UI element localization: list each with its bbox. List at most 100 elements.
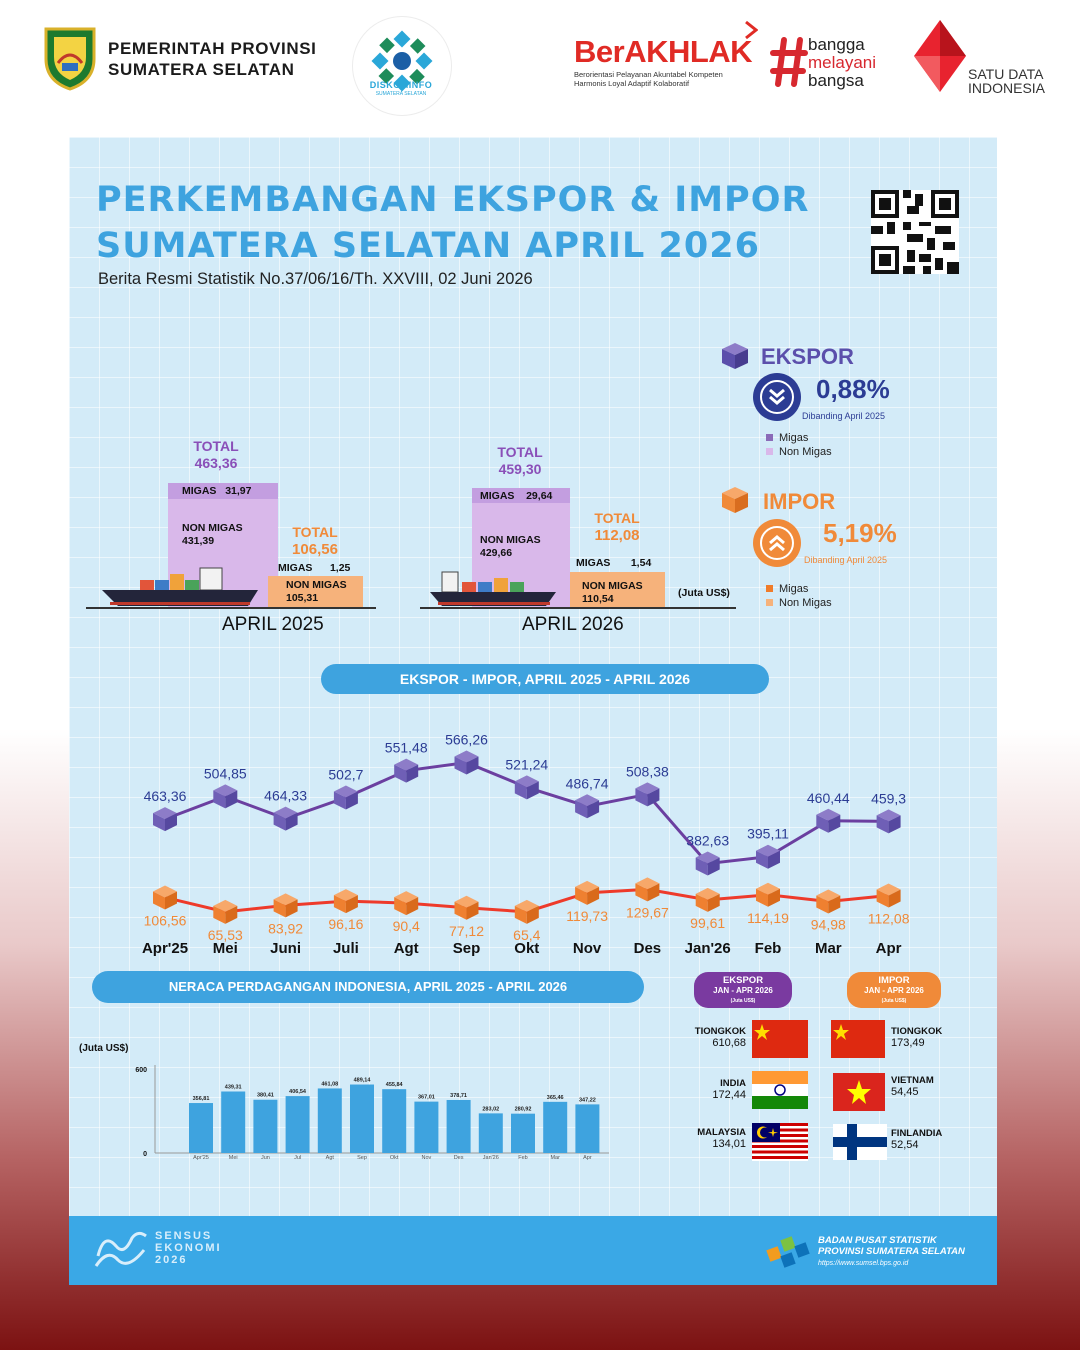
bar-2: [253, 1099, 278, 1153]
impor-tag-period: JAN - APR 2026: [864, 986, 924, 995]
cube-left: [876, 815, 889, 834]
cube-right: [285, 812, 298, 831]
ekspor-point-0: [153, 807, 177, 832]
baseline-2025: [86, 607, 376, 609]
cube-top: [153, 807, 177, 820]
provincial-emblem-logo: [44, 27, 96, 91]
bar-value-label-9: 283,02: [482, 1106, 499, 1112]
impor-tag-unit: (Juta US$): [881, 998, 907, 1004]
bar-category-label-2: Jun: [261, 1155, 270, 1161]
ekspor-point-9: [695, 851, 720, 876]
ekspor-2026-nonmigas-value: 429,66: [480, 547, 513, 559]
cube-right: [526, 781, 539, 800]
impor-2025-migas-value: 1,25: [329, 562, 351, 574]
cube-top: [876, 809, 901, 822]
gov-line-2: SUMATERA SELATAN: [108, 60, 295, 79]
ekspor-2025-migas-box: [168, 483, 278, 499]
ekspor-point-6: [514, 775, 539, 800]
month-label-5: Sep: [453, 940, 481, 957]
berakhlak-tagline-1: Berorientasi Pelayanan Akuntabel Kompete…: [574, 70, 723, 79]
cube-left: [876, 889, 889, 908]
cube-left: [695, 893, 708, 912]
cube-left: [575, 800, 588, 819]
berakhlak-chevron-icon: [745, 20, 758, 40]
neraca-bar-chart: (Juta US$) 600 0 356,81 Apr'25 439,31 Mei 380,4…: [79, 1043, 609, 1161]
bar-9: [478, 1113, 503, 1153]
bar-value-label-3: 406,54: [289, 1089, 307, 1095]
bar-category-label-9: Jan'26: [483, 1155, 499, 1161]
impor-2026-total-value: 112,08: [594, 527, 640, 544]
impor-point-1: [213, 899, 238, 924]
impor-point-4: [394, 891, 419, 916]
impor-point-10: [756, 882, 780, 907]
impor-2025-nonmigas-label: NON MIGAS 105,31: [286, 579, 347, 605]
cube-right: [165, 891, 177, 910]
impor-2026-migas-value: 1,54: [630, 557, 652, 569]
impor-2026-nonmigas-box: [570, 572, 665, 607]
cube-right: [345, 895, 358, 914]
qr-code-icon: [871, 190, 959, 274]
cube-right: [828, 814, 841, 833]
ekspor-point-3: [333, 785, 358, 810]
month-label-4: Agt: [394, 940, 419, 957]
cube-top: [695, 851, 720, 864]
ekspor-country-1: TIONGKOK 610,68: [680, 1026, 746, 1050]
cube-right: [587, 886, 600, 905]
impor-value-label-2: 83,92: [268, 920, 303, 936]
ekspor-2026-nonmigas-label: NON MIGAS 429,66: [480, 534, 541, 560]
ekspor-value-label-0: 463,36: [144, 788, 187, 804]
ekspor-point-1: [213, 784, 238, 809]
ekspor-value-label-10: 395,11: [747, 826, 789, 842]
diskominfo-logo: [352, 16, 452, 116]
impor-2025-total-value: 106,56: [292, 541, 338, 558]
bar-10: [511, 1113, 535, 1153]
country-name: FINLANDIA: [891, 1128, 943, 1139]
ekspor-point-4: [394, 758, 419, 783]
bar-12: [575, 1104, 600, 1153]
neraca-chart-title: NERACA PERDAGANGAN INDONESIA, APRIL 2025…: [92, 971, 644, 1003]
cube-right: [888, 889, 901, 908]
bar-category-label-7: Nov: [422, 1155, 432, 1161]
cargo-ship-icon: [102, 567, 258, 606]
bps-url: https://www.sumsel.bps.go.id: [818, 1260, 909, 1267]
impor-value-label-4: 90,4: [393, 918, 420, 934]
impor-value-label-8: 129,67: [626, 904, 669, 920]
ekspor-2025-migas-value: 31,97: [225, 485, 252, 497]
ekspor-value-label-4: 551,48: [385, 740, 428, 756]
sensus-ekonomi-text: SENSUS EKONOMI 2026: [155, 1230, 222, 1266]
cube-left: [816, 814, 829, 833]
malaysia-flag-icon: [752, 1123, 808, 1161]
cube-top: [394, 758, 419, 771]
bar-category-label-3: Jul: [294, 1155, 301, 1161]
impor-comparison-note: Dibanding April 2025: [804, 555, 888, 565]
impor-value-label-10: 114,19: [747, 910, 789, 926]
impor-legend-nonmigas: Non Migas: [766, 596, 832, 610]
cube-top: [213, 899, 238, 912]
cube-right: [828, 895, 841, 914]
bar-7: [414, 1101, 439, 1153]
cube-right: [285, 899, 298, 918]
cube-left: [756, 888, 768, 907]
bar-5: [350, 1084, 374, 1153]
hashtag-icon: [770, 37, 808, 87]
ekspor-label: EKSPOR: [761, 344, 854, 369]
ekspor-value-label-2: 464,33: [264, 788, 307, 804]
ekspor-point-7: [575, 794, 600, 819]
cube-right: [707, 857, 720, 876]
berakhlak-logo-text: BerAKHLAK: [574, 34, 753, 69]
cube-top: [575, 794, 600, 807]
trend-line-chart: 463,36 504,85 464,33 502,7 551,48 566,26 521,2…: [142, 732, 910, 957]
impor-countries-tag: IMPOR JAN - APR 2026 (Juta US$): [847, 972, 941, 1008]
impor-legend-migas: Migas: [766, 582, 832, 596]
total-word: TOTAL: [292, 524, 338, 540]
title-line-2: SUMATERA SELATAN APRIL 2026: [96, 226, 760, 266]
country-value: 54,45: [891, 1086, 919, 1098]
bar-value-label-4: 461,08: [321, 1081, 338, 1087]
bar-y-tick-min: 0: [143, 1151, 147, 1158]
ekspor-value-label-3: 502,7: [328, 767, 363, 783]
bangga-melayani-bangsa-text: bangga melayani bangsa: [808, 36, 876, 90]
impor-country-3: FINLANDIA 52,54: [891, 1128, 942, 1152]
nonmigas-word: NON MIGAS: [286, 579, 347, 591]
country-name: INDIA: [720, 1078, 746, 1089]
bps-line-2: PROVINSI SUMATERA SELATAN: [818, 1246, 965, 1257]
